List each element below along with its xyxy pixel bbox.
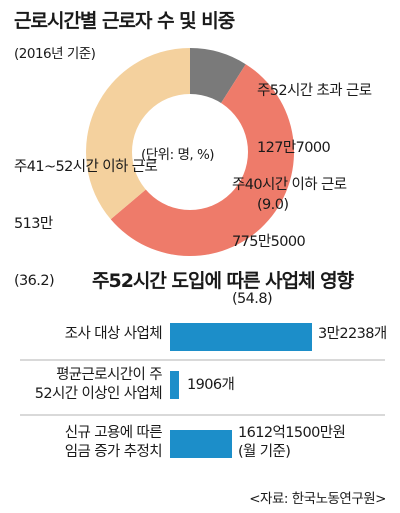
slice-label-under40: 주40시간 이하 근로 775만5000 (54.8) [232, 177, 347, 307]
bar [170, 371, 179, 399]
pie-chart [86, 48, 295, 257]
bar-row-label: 조사 대상 사업체 [64, 326, 163, 342]
bar-value-label: 1906개 [187, 377, 235, 393]
bar-value-label: 3만2238개 [318, 326, 387, 342]
pie-center-hole [132, 94, 248, 210]
pie-unit-label: (단위: 명, %) [141, 147, 215, 163]
bar [170, 323, 312, 351]
bar-row-label: 평균근로시간이 주 52시간 이상인 사업체 [34, 367, 163, 402]
separator [20, 359, 385, 361]
pie-title: 근로시간별 근로자 수 및 비중 [14, 10, 235, 32]
bar [170, 430, 232, 458]
pie-subtitle: (2016년 기준) [14, 46, 96, 62]
bar-row-label: 신규 고용에 따른 임금 증가 추정치 [64, 425, 163, 460]
slice-label-41to52: 주41~52시간 이하 근로 513만 (36.2) [14, 159, 158, 289]
slice-label-over52: 주52시간 초과 근로 127만7000 (9.0) [257, 83, 372, 213]
bar-title: 주52시간 도입에 따른 사업체 영향 [92, 270, 354, 292]
separator [20, 414, 385, 416]
bar-value-label: 1612억1500만원 (월 기준) [238, 425, 346, 460]
source-note: <자료: 한국노동연구원> [249, 491, 386, 507]
